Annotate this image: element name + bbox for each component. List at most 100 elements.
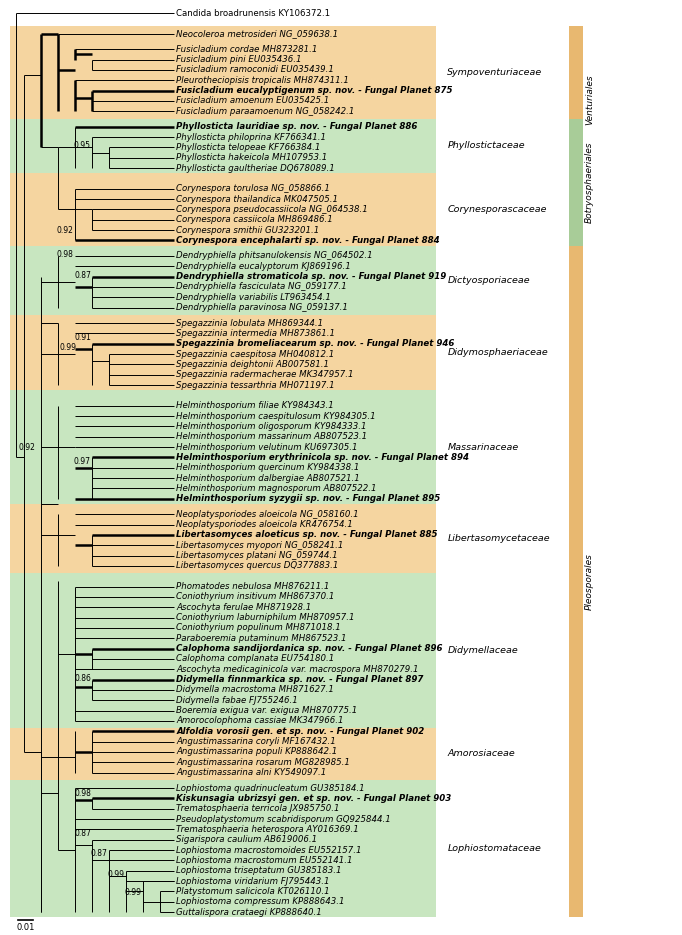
Text: Didymella finnmarkica sp. nov. - Fungal Planet 897: Didymella finnmarkica sp. nov. - Fungal … <box>176 675 424 684</box>
Text: Libertasomyces myopori NG_058241.1: Libertasomyces myopori NG_058241.1 <box>176 540 344 550</box>
Text: Helminthosporium syzygii sp. nov. - Fungal Planet 895: Helminthosporium syzygii sp. nov. - Fung… <box>176 495 441 503</box>
Text: Dendryphiella eucalyptorum KJ869196.1: Dendryphiella eucalyptorum KJ869196.1 <box>176 262 351 271</box>
Text: Alfoldia vorosii gen. et sp. nov. - Fungal Planet 902: Alfoldia vorosii gen. et sp. nov. - Fung… <box>176 726 424 736</box>
Text: Guttalispora crataegi KP888640.1: Guttalispora crataegi KP888640.1 <box>176 908 322 916</box>
Text: 0.86: 0.86 <box>74 674 91 683</box>
Text: Didymella fabae FJ755246.1: Didymella fabae FJ755246.1 <box>176 696 298 705</box>
Text: Spegazzinia tessarthria MH071197.1: Spegazzinia tessarthria MH071197.1 <box>176 381 335 390</box>
Text: Helminthosporium dalbergiae AB807521.1: Helminthosporium dalbergiae AB807521.1 <box>176 474 360 482</box>
Text: Trematosphaeria terricola JX985750.1: Trematosphaeria terricola JX985750.1 <box>176 804 340 813</box>
Text: Libertasomyces platani NG_059744.1: Libertasomyces platani NG_059744.1 <box>176 551 338 560</box>
Text: Ascochyta medicaginicola var. macrospora MH870279.1: Ascochyta medicaginicola var. macrospora… <box>176 665 419 674</box>
Text: Neoplatysporiodes aloeicola NG_058160.1: Neoplatysporiodes aloeicola NG_058160.1 <box>176 510 359 519</box>
Text: Neoplatysporiodes aloeicola KR476754.1: Neoplatysporiodes aloeicola KR476754.1 <box>176 520 353 529</box>
Text: Sympoventuriaceae: Sympoventuriaceae <box>447 67 543 77</box>
Bar <box>10 780 436 917</box>
Text: Paraboeremia putaminum MH867523.1: Paraboeremia putaminum MH867523.1 <box>176 634 346 642</box>
Text: Amorosiaceae: Amorosiaceae <box>447 750 515 758</box>
Text: Angustimassarina rosarum MG828985.1: Angustimassarina rosarum MG828985.1 <box>176 757 350 767</box>
Text: Candida broadrunensis KY106372.1: Candida broadrunensis KY106372.1 <box>176 8 330 18</box>
Text: Didymellaceae: Didymellaceae <box>447 646 518 655</box>
Text: Angustimassarina coryli MF167432.1: Angustimassarina coryli MF167432.1 <box>176 737 336 746</box>
Text: Venturiales: Venturiales <box>585 74 594 124</box>
Text: 0.91: 0.91 <box>74 333 91 341</box>
Text: Lophiostoma macrostomum EU552141.1: Lophiostoma macrostomum EU552141.1 <box>176 856 353 865</box>
Text: Corynespora cassiicola MH869486.1: Corynespora cassiicola MH869486.1 <box>176 215 333 224</box>
Bar <box>569 119 582 246</box>
Text: Phyllosticta telopeae KF766384.1: Phyllosticta telopeae KF766384.1 <box>176 143 321 152</box>
Text: Helminthosporium filiae KY984343.1: Helminthosporium filiae KY984343.1 <box>176 401 333 410</box>
Text: Spegazzinia intermedia MH873861.1: Spegazzinia intermedia MH873861.1 <box>176 329 335 338</box>
Text: Fusicladium eucalyptigenum sp. nov. - Fungal Planet 875: Fusicladium eucalyptigenum sp. nov. - Fu… <box>176 86 453 95</box>
Text: Lophiostoma viridarium FJ795443.1: Lophiostoma viridarium FJ795443.1 <box>176 877 329 885</box>
Text: Ascochyta ferulae MH871928.1: Ascochyta ferulae MH871928.1 <box>176 603 311 611</box>
Text: Lophiostoma compressum KP888643.1: Lophiostoma compressum KP888643.1 <box>176 898 344 906</box>
Bar <box>10 390 436 504</box>
Text: Corynespora pseudocassiicola NG_064538.1: Corynespora pseudocassiicola NG_064538.1 <box>176 205 368 214</box>
Text: Angustimassarina populi KP888642.1: Angustimassarina populi KP888642.1 <box>176 747 338 756</box>
Text: Dendryphiella phitsanulokensis NG_064502.1: Dendryphiella phitsanulokensis NG_064502… <box>176 252 372 261</box>
Bar <box>10 119 436 173</box>
Text: Corynespora smithii GU323201.1: Corynespora smithii GU323201.1 <box>176 225 319 235</box>
Text: 0.87: 0.87 <box>91 849 108 858</box>
Text: Dendryphiella stromaticola sp. nov. - Fungal Planet 919: Dendryphiella stromaticola sp. nov. - Fu… <box>176 272 446 281</box>
Text: Pseudoplatystomum scabridisporum GQ925844.1: Pseudoplatystomum scabridisporum GQ92584… <box>176 814 391 824</box>
Text: Helminthosporium massarinum AB807523.1: Helminthosporium massarinum AB807523.1 <box>176 432 367 441</box>
Bar <box>10 246 436 315</box>
Text: Corynesporascaceae: Corynesporascaceae <box>447 205 547 214</box>
Text: 0.99: 0.99 <box>59 343 76 352</box>
Text: Fusicladium ramoconidi EU035439.1: Fusicladium ramoconidi EU035439.1 <box>176 65 334 75</box>
Text: 0.95: 0.95 <box>74 140 91 150</box>
Text: 0.98: 0.98 <box>57 250 74 259</box>
Text: Boeremia exigua var. exigua MH870775.1: Boeremia exigua var. exigua MH870775.1 <box>176 706 357 715</box>
Text: Botryosphaeriales: Botryosphaeriales <box>585 141 594 223</box>
Text: Calophoma sandijordanica sp. nov. - Fungal Planet 896: Calophoma sandijordanica sp. nov. - Fung… <box>176 644 443 653</box>
Text: Libertasomyces aloeticus sp. nov. - Fungal Planet 885: Libertasomyces aloeticus sp. nov. - Fung… <box>176 530 438 539</box>
Text: Dendryphiella fasciculata NG_059177.1: Dendryphiella fasciculata NG_059177.1 <box>176 282 347 292</box>
Text: Libertasomyces quercus DQ377883.1: Libertasomyces quercus DQ377883.1 <box>176 561 338 570</box>
Text: 0.92: 0.92 <box>18 443 35 453</box>
Text: Neocoleroa metrosideri NG_059638.1: Neocoleroa metrosideri NG_059638.1 <box>176 29 338 38</box>
Text: Phyllosticta lauridiae sp. nov. - Fungal Planet 886: Phyllosticta lauridiae sp. nov. - Fungal… <box>176 122 417 131</box>
Text: Spegazzinia lobulata MH869344.1: Spegazzinia lobulata MH869344.1 <box>176 319 323 327</box>
Bar <box>569 25 582 173</box>
Text: 0.01: 0.01 <box>16 924 35 932</box>
Text: Massarinaceae: Massarinaceae <box>447 442 518 452</box>
Text: Platystomum salicicola KT026110.1: Platystomum salicicola KT026110.1 <box>176 887 329 896</box>
Text: Helminthosporium quercinum KY984338.1: Helminthosporium quercinum KY984338.1 <box>176 463 359 472</box>
Text: Didymella macrostoma MH871627.1: Didymella macrostoma MH871627.1 <box>176 685 334 695</box>
Text: Lophiostomataceae: Lophiostomataceae <box>447 844 542 853</box>
Text: Lophiostoma triseptatum GU385183.1: Lophiostoma triseptatum GU385183.1 <box>176 866 342 875</box>
Bar <box>10 25 436 119</box>
Text: Phomatodes nebulosa MH876211.1: Phomatodes nebulosa MH876211.1 <box>176 583 329 591</box>
Text: Kiskunsagia ubrizsyi gen. et sp. nov. - Fungal Planet 903: Kiskunsagia ubrizsyi gen. et sp. nov. - … <box>176 794 451 803</box>
Text: Phyllosticta hakeicola MH107953.1: Phyllosticta hakeicola MH107953.1 <box>176 153 327 163</box>
Text: Helminthosporium erythrinicola sp. nov. - Fungal Planet 894: Helminthosporium erythrinicola sp. nov. … <box>176 453 469 462</box>
Text: Helminthosporium velutinum KU697305.1: Helminthosporium velutinum KU697305.1 <box>176 442 357 452</box>
Text: Pleosporales: Pleosporales <box>585 553 594 610</box>
Text: Dendryphiella paravinosa NG_059137.1: Dendryphiella paravinosa NG_059137.1 <box>176 303 348 312</box>
Text: Corynespora thailandica MK047505.1: Corynespora thailandica MK047505.1 <box>176 194 338 204</box>
Text: Helminthosporium oligosporum KY984333.1: Helminthosporium oligosporum KY984333.1 <box>176 422 366 431</box>
Bar <box>10 504 436 573</box>
Text: 0.87: 0.87 <box>74 828 91 838</box>
Text: 0.87: 0.87 <box>74 271 91 280</box>
Text: Fusicladium paraamoenum NG_058242.1: Fusicladium paraamoenum NG_058242.1 <box>176 107 355 116</box>
Text: Libertasomycetaceae: Libertasomycetaceae <box>447 534 550 543</box>
Text: Didymosphaeriaceae: Didymosphaeriaceae <box>447 348 548 357</box>
Bar <box>10 315 436 390</box>
Text: Trematosphaeria heterospora AY016369.1: Trematosphaeria heterospora AY016369.1 <box>176 825 359 834</box>
Text: Dictyosporiaceae: Dictyosporiaceae <box>447 276 530 285</box>
Text: Corynespora encephalarti sp. nov. - Fungal Planet 884: Corynespora encephalarti sp. nov. - Fung… <box>176 236 440 245</box>
Text: Lophiostoma macrostomoides EU552157.1: Lophiostoma macrostomoides EU552157.1 <box>176 845 361 855</box>
Text: 0.98: 0.98 <box>74 789 91 798</box>
Text: Spegazzinia deightonii AB007581.1: Spegazzinia deightonii AB007581.1 <box>176 360 329 369</box>
Text: Spegazzinia bromeliacearum sp. nov. - Fungal Planet 946: Spegazzinia bromeliacearum sp. nov. - Fu… <box>176 339 454 348</box>
Bar <box>10 573 436 728</box>
Text: Coniothyrium laburniphilum MH870957.1: Coniothyrium laburniphilum MH870957.1 <box>176 613 355 622</box>
Text: 0.99: 0.99 <box>107 870 124 879</box>
Text: Phyllosticta philoprina KF766341.1: Phyllosticta philoprina KF766341.1 <box>176 133 326 141</box>
Text: Phyllosticta gaultheriae DQ678089.1: Phyllosticta gaultheriae DQ678089.1 <box>176 164 335 173</box>
Bar <box>10 728 436 780</box>
Text: Lophiostoma quadrinucleatum GU385184.1: Lophiostoma quadrinucleatum GU385184.1 <box>176 784 365 793</box>
